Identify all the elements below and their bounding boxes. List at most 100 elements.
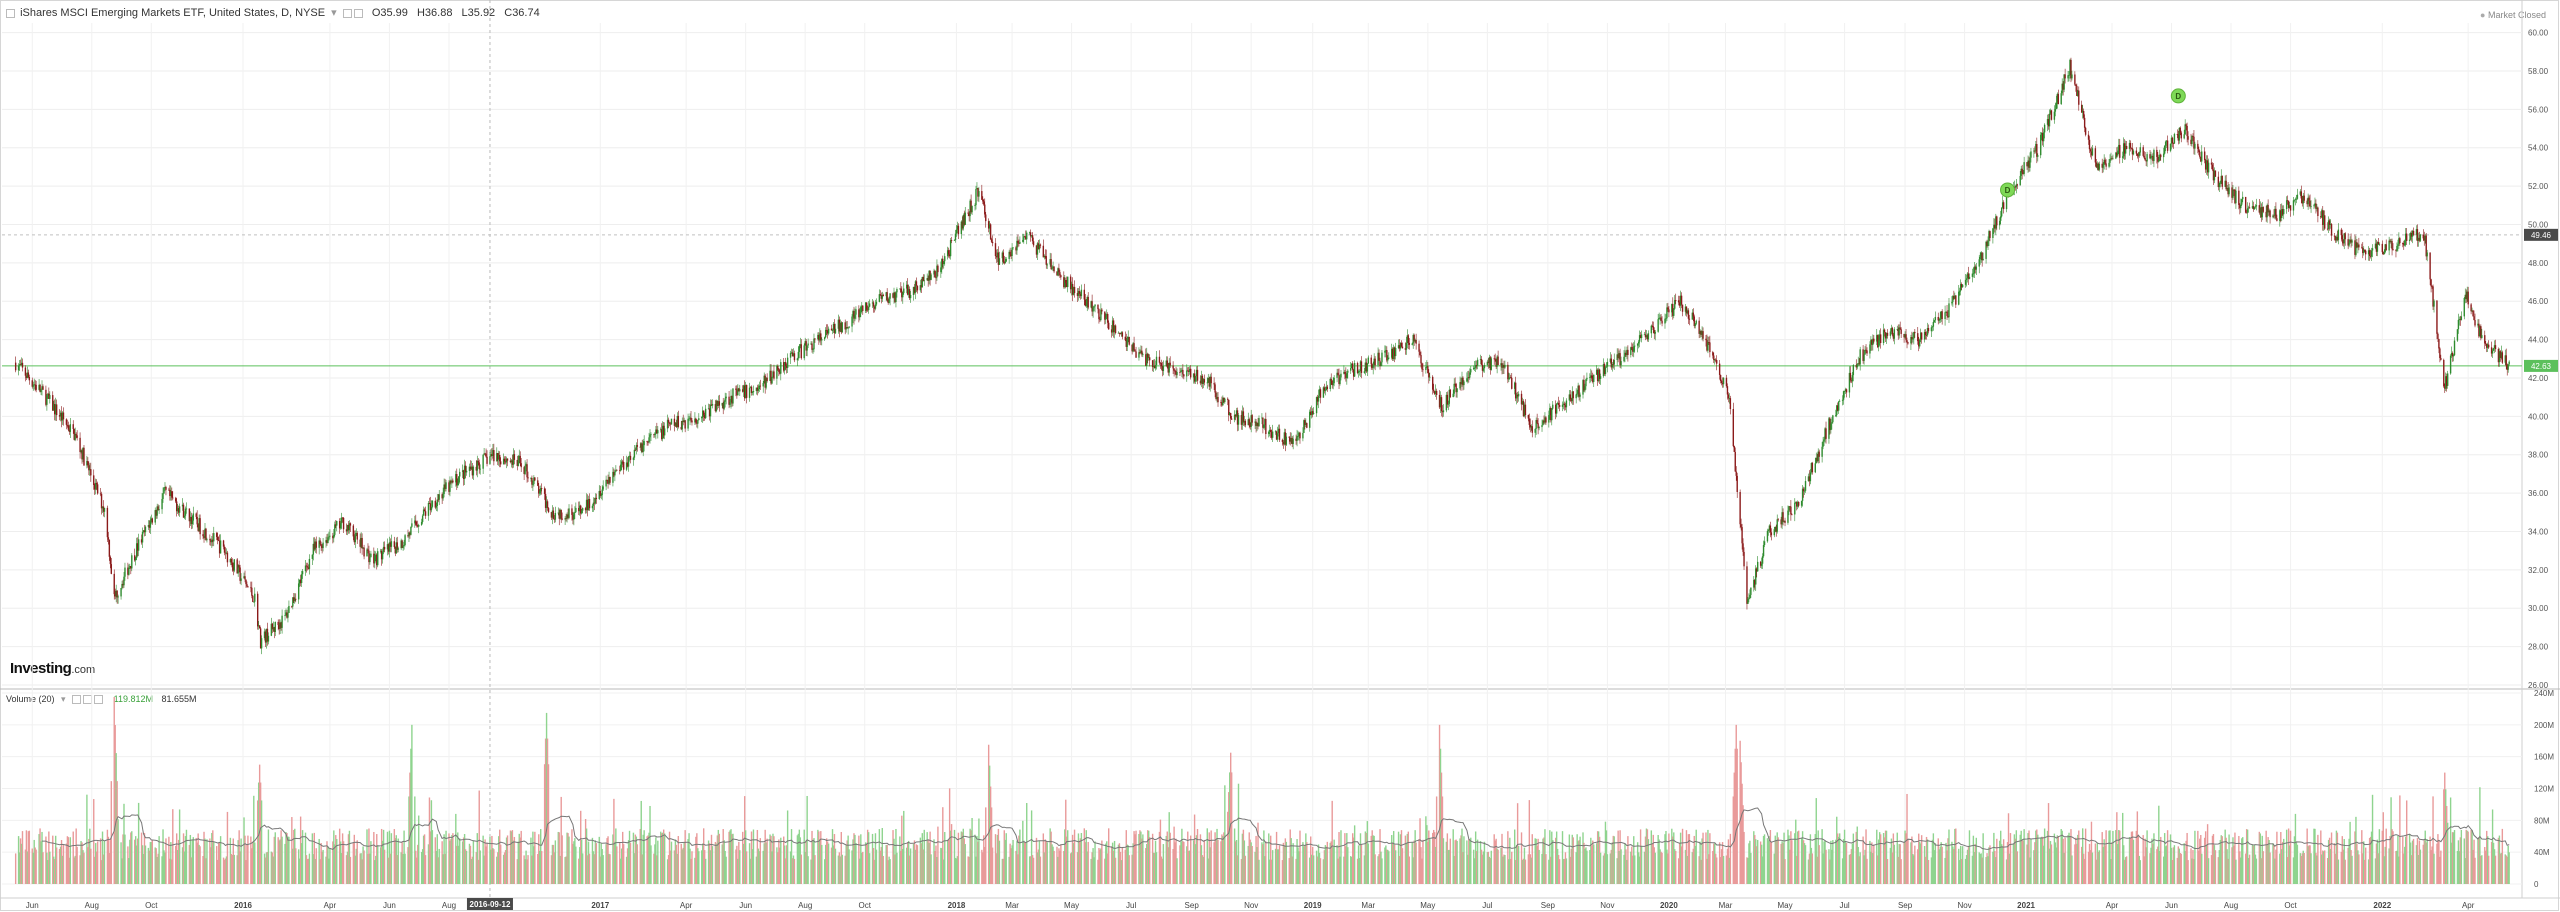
volume-bar [506, 835, 509, 884]
volume-bar [532, 831, 534, 884]
candle [1937, 316, 1939, 321]
volume-bar [1523, 847, 1526, 884]
candle [1504, 364, 1506, 368]
chevron-down-icon[interactable]: ▾ [61, 694, 66, 704]
candle [2041, 132, 2044, 142]
volume-bar [553, 852, 556, 884]
volume-bar [1336, 845, 1338, 884]
volume-bar [564, 857, 566, 884]
candle [375, 554, 377, 556]
candle [383, 546, 386, 550]
close-icon[interactable] [353, 8, 363, 18]
volume-bar [1278, 845, 1281, 884]
volume-bar [1138, 833, 1140, 884]
candle [736, 389, 738, 396]
candle [1488, 357, 1491, 364]
candle [312, 543, 315, 555]
candle [512, 454, 515, 465]
time-tick-label: Apr [2462, 901, 2475, 910]
volume-bar [1140, 831, 1142, 884]
volume-bar [1411, 842, 1413, 884]
volume-bar [825, 838, 828, 884]
candle [633, 449, 636, 458]
volume-bar [184, 836, 187, 884]
candle [46, 395, 48, 405]
volume-bar [1456, 840, 1458, 884]
volume-bar [716, 835, 719, 884]
candle [1189, 368, 1191, 372]
volume-bar [459, 838, 461, 884]
candle [1520, 393, 1523, 405]
volume-bar [531, 855, 533, 884]
candle [2015, 184, 2018, 188]
candle [1735, 471, 1737, 476]
visibility-icon[interactable] [72, 695, 82, 705]
candle [1982, 258, 1984, 261]
candle [913, 286, 916, 293]
volume-title[interactable]: Volume (20) [6, 694, 55, 704]
candle [776, 366, 778, 379]
candle [2445, 376, 2447, 389]
candle [1377, 352, 1379, 366]
candle [2166, 140, 2169, 151]
symbol-title[interactable]: iShares MSCI Emerging Markets ETF, Unite… [20, 7, 326, 19]
volume-bar [650, 845, 652, 884]
close-icon[interactable] [94, 695, 104, 705]
candle [55, 404, 58, 416]
volume-bar [853, 833, 855, 884]
candle [1818, 451, 1820, 457]
candle [873, 306, 876, 309]
volume-bar [40, 841, 42, 884]
candle [195, 513, 197, 517]
candle [2497, 349, 2500, 363]
candle [2464, 294, 2466, 298]
candle [2299, 191, 2302, 195]
volume-bar [819, 839, 821, 884]
candle [360, 537, 362, 547]
volume-bar [1052, 846, 1054, 884]
time-tick-label: Sep [1541, 901, 1556, 910]
volume-bar [780, 837, 782, 884]
ohlc-open: O35.99 [371, 7, 408, 19]
volume-bar [490, 849, 492, 884]
volume-bar [1201, 855, 1204, 884]
candle [1052, 266, 1054, 268]
volume-bar [653, 853, 655, 884]
candle [960, 221, 963, 235]
volume-bar [1306, 842, 1308, 884]
candle [1872, 338, 1874, 345]
candle [2192, 136, 2194, 137]
candle [1353, 363, 1356, 377]
volume-bar [1531, 834, 1533, 884]
chevron-down-icon[interactable]: ▾ [331, 7, 337, 19]
settings-icon[interactable] [342, 8, 352, 18]
volume-bar [639, 828, 641, 884]
candle [1097, 304, 1099, 310]
candle [1247, 419, 1249, 426]
candle [2471, 310, 2473, 312]
candle [1828, 418, 1830, 439]
candle [1139, 352, 1141, 354]
price-tick-label: 60.00 [2528, 29, 2549, 38]
candle [31, 380, 33, 387]
candle [2020, 168, 2022, 176]
volume-bar [1595, 843, 1598, 884]
collapse-icon[interactable] [6, 8, 15, 18]
volume-bar [817, 829, 819, 884]
volume-bar [640, 800, 642, 884]
candle [722, 402, 724, 409]
volume-bar [1460, 835, 1462, 884]
candle [2082, 110, 2085, 118]
candle [1024, 236, 1026, 238]
candle [1105, 317, 1107, 320]
candle [2423, 238, 2425, 241]
candle [757, 389, 760, 391]
time-tick-label: Jul [1126, 901, 1136, 910]
candle [336, 521, 338, 526]
candle [749, 386, 752, 388]
candle [45, 389, 47, 405]
volume-bar [1598, 836, 1601, 884]
candle [550, 512, 553, 518]
volume-bar [605, 844, 607, 884]
